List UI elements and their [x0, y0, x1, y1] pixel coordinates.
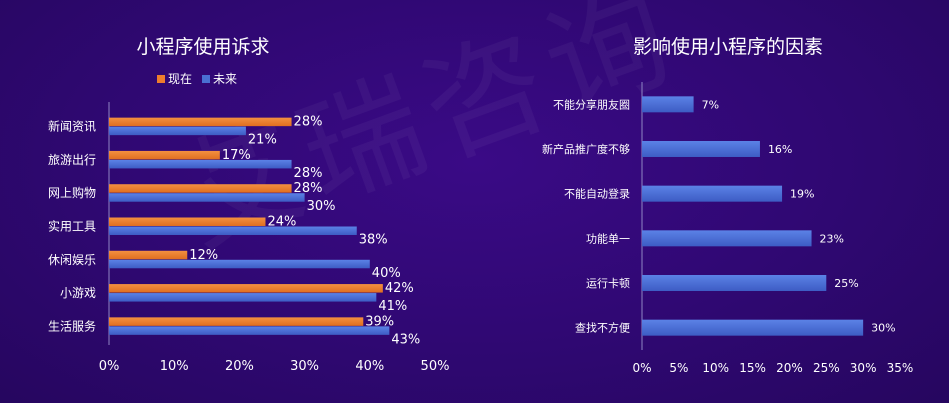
data-label: 43% [391, 332, 420, 347]
data-label: 40% [372, 266, 401, 281]
data-label: 38% [359, 233, 388, 248]
bar-future [109, 259, 370, 269]
legend-swatch [157, 75, 165, 83]
data-label: 12% [189, 248, 218, 263]
data-label: 7% [702, 98, 719, 111]
bar-now [109, 250, 188, 260]
x-tick-label: 0% [632, 361, 651, 375]
data-label: 24% [267, 215, 296, 230]
bar-future [109, 126, 246, 136]
bar [642, 319, 864, 336]
data-label: 19% [790, 188, 814, 201]
bar-now [109, 150, 220, 160]
category-label: 网上购物 [48, 185, 96, 200]
x-tick-label: 25% [813, 361, 840, 375]
category-label: 不能自动登录 [564, 187, 630, 201]
category-label: 不能分享朋友圈 [553, 97, 630, 111]
data-label: 41% [378, 299, 407, 314]
x-tick-label: 20% [776, 361, 803, 375]
category-label: 旅游出行 [48, 153, 96, 167]
data-label: 30% [307, 199, 336, 214]
x-tick-label: 10% [702, 361, 729, 375]
x-tick-label: 30% [850, 361, 877, 375]
data-label: 16% [768, 143, 792, 156]
data-label: 28% [294, 181, 323, 196]
bar-future [109, 159, 292, 169]
x-tick-label: 5% [669, 361, 688, 375]
data-label: 30% [871, 322, 895, 335]
bar-now [109, 284, 383, 293]
chart-title: 小程序使用诉求 [136, 36, 269, 58]
x-tick-label: 30% [290, 359, 319, 374]
bar [642, 185, 783, 202]
bar-now [109, 317, 364, 326]
x-tick-label: 15% [739, 361, 766, 375]
data-label: 17% [222, 148, 251, 163]
category-label: 功能单一 [586, 231, 630, 245]
category-label: 新产品推广度不够 [542, 142, 630, 156]
chart-title: 影响使用小程序的因素 [633, 36, 823, 58]
bar-now [109, 184, 292, 193]
bar-future [109, 193, 305, 202]
bar-future [109, 326, 390, 335]
data-label: 39% [365, 314, 394, 329]
bar [642, 230, 812, 247]
x-tick-label: 10% [160, 359, 189, 374]
legend-swatch [202, 75, 210, 83]
data-label: 42% [385, 281, 414, 296]
legend-label: 现在 [168, 72, 192, 86]
x-tick-label: 50% [421, 359, 450, 374]
data-label: 28% [294, 115, 323, 130]
bar [642, 96, 694, 113]
data-label: 23% [820, 232, 844, 245]
bar [642, 275, 827, 291]
data-label: 25% [834, 277, 858, 290]
bar-now [109, 117, 292, 127]
category-label: 实用工具 [48, 219, 96, 234]
legend-label: 未来 [213, 72, 237, 86]
category-label: 小游戏 [60, 286, 96, 300]
influence-factors-chart: 影响使用小程序的因素 0% 5% 10% 15% 20% 25% 30% 35% 不能分享朋友圈 7… [542, 36, 913, 375]
category-label: 查找不方便 [575, 321, 630, 335]
x-tick-label: 40% [355, 359, 384, 374]
data-label: 28% [294, 166, 323, 181]
bar-now [109, 217, 266, 226]
category-label: 新闻资讯 [48, 119, 96, 134]
category-label: 休闲娱乐 [48, 253, 96, 267]
data-label: 21% [248, 133, 277, 148]
x-tick-label: 0% [99, 359, 120, 374]
x-tick-label: 20% [225, 359, 254, 374]
bar-future [109, 293, 377, 302]
bar-future [109, 226, 357, 235]
category-label: 运行卡顿 [586, 276, 630, 290]
bar [642, 141, 760, 157]
category-label: 生活服务 [48, 318, 96, 333]
x-tick-label: 35% [887, 361, 914, 375]
